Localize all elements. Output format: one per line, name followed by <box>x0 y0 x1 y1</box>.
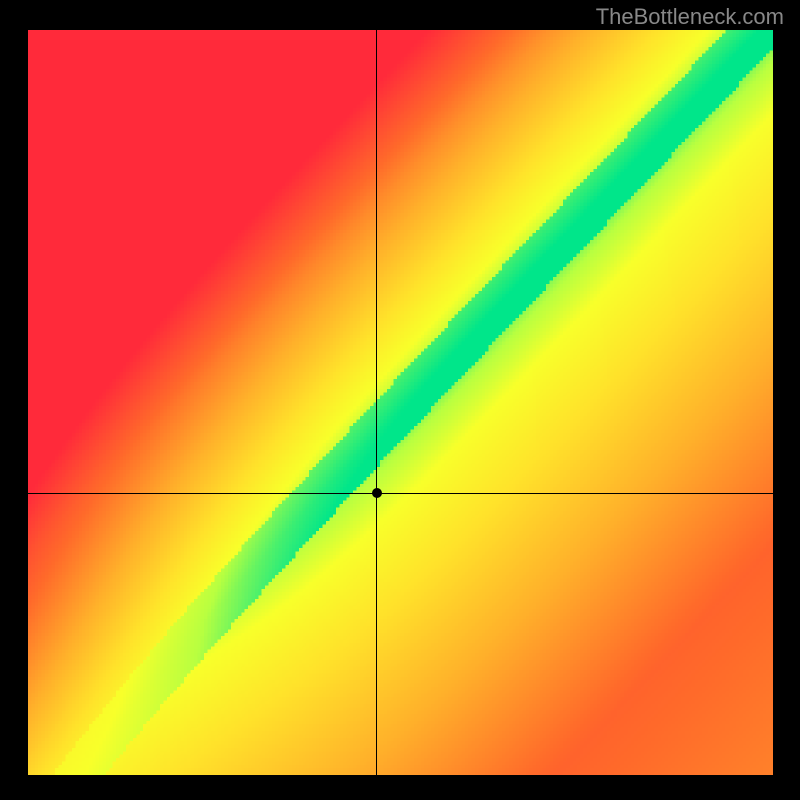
chart-container: TheBottleneck.com <box>0 0 800 800</box>
crosshair-horizontal <box>28 493 773 494</box>
heatmap-canvas <box>28 30 773 775</box>
plot-area <box>28 30 773 775</box>
watermark-text: TheBottleneck.com <box>596 4 784 30</box>
crosshair-marker <box>372 488 382 498</box>
crosshair-vertical <box>376 30 377 775</box>
